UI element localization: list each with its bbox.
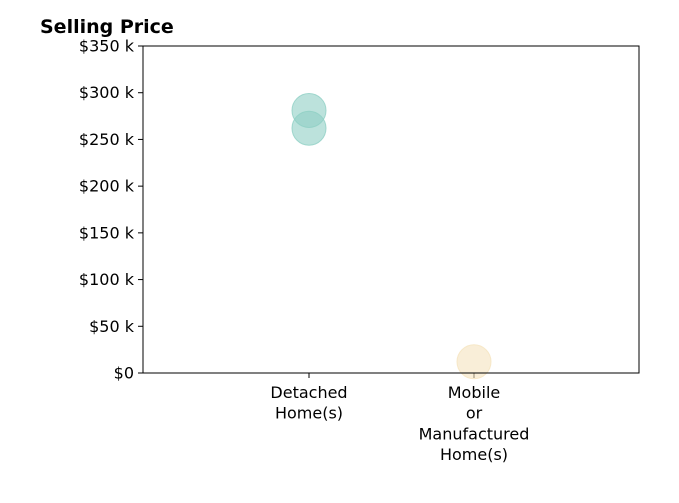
data-point <box>291 110 327 146</box>
y-tick-label: $0 <box>114 364 134 383</box>
y-tick-label: $50 k <box>89 317 135 336</box>
data-points <box>291 92 492 380</box>
x-tick-label: Mobile or Manufactured Home(s) <box>419 383 530 464</box>
y-tick-label: $300 k <box>79 83 135 102</box>
y-tick-label: $150 k <box>79 223 135 242</box>
y-tick-label: $350 k <box>79 37 135 56</box>
y-tick-label: $100 k <box>79 270 135 289</box>
y-axis: $0 $50 k $100 k $150 k $200 k $250 k $300 k $35… <box>79 37 143 383</box>
x-axis: Detached Home(s) Mobile or Manufactured Home(… <box>270 373 529 464</box>
chart-title: Selling Price <box>40 16 174 38</box>
y-tick-label: $250 k <box>79 130 135 149</box>
plot-area-frame <box>142 45 640 374</box>
y-tick-label: $200 k <box>79 177 135 196</box>
data-point <box>456 344 492 380</box>
x-tick-label: Detached Home(s) <box>270 383 347 423</box>
